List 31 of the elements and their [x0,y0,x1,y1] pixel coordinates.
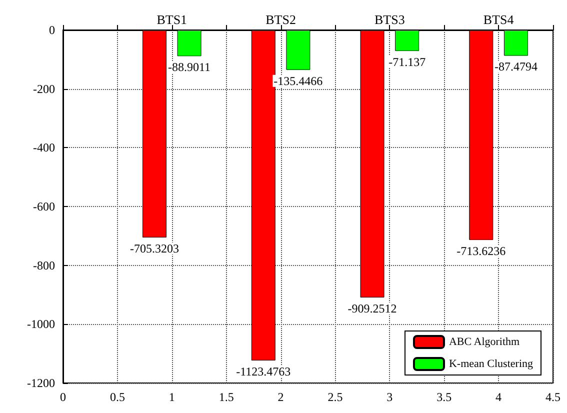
x-tick-label: 2.5 [328,390,343,404]
y-tick-label: -200 [33,82,55,96]
x-tick-label: 3 [386,390,393,404]
y-tick-label: 0 [49,23,55,37]
legend-label: ABC Algorithm [448,336,520,348]
x-tick-label: 4.5 [546,390,560,404]
data-label: -88.9011 [168,60,211,74]
x-tick-label: 4 [496,390,502,404]
data-label: -71.137 [388,54,426,69]
y-tick-label: -1200 [27,376,55,390]
y-tick-label: -600 [33,200,55,214]
data-label: -705.3203 [130,241,179,256]
data-label: -135.4466 [274,74,323,88]
legend-label: K-mean Clustering [448,358,534,370]
y-tick-label: -1000 [27,317,55,332]
text: BTS4 [483,12,514,27]
x-tick-label: 1 [168,390,175,404]
x-tick-label: 0.5 [110,390,125,404]
data-label: -87.4794 [494,60,538,74]
data-label: -909.2512 [348,301,397,316]
y-tick-label: -800 [33,258,55,272]
data-label: -1123.4763 [236,364,291,378]
text: BTS1 [156,12,188,27]
x-tick-label: 3.5 [436,390,452,404]
x-tick-label: 1.5 [218,390,234,404]
data-label: -713.6236 [456,244,506,258]
text: BTS3 [374,12,405,27]
x-tick-label: 0 [60,390,66,404]
x-tick-label: 2 [278,390,284,404]
y-tick-label: -400 [33,140,55,155]
text: BTS2 [266,12,296,27]
